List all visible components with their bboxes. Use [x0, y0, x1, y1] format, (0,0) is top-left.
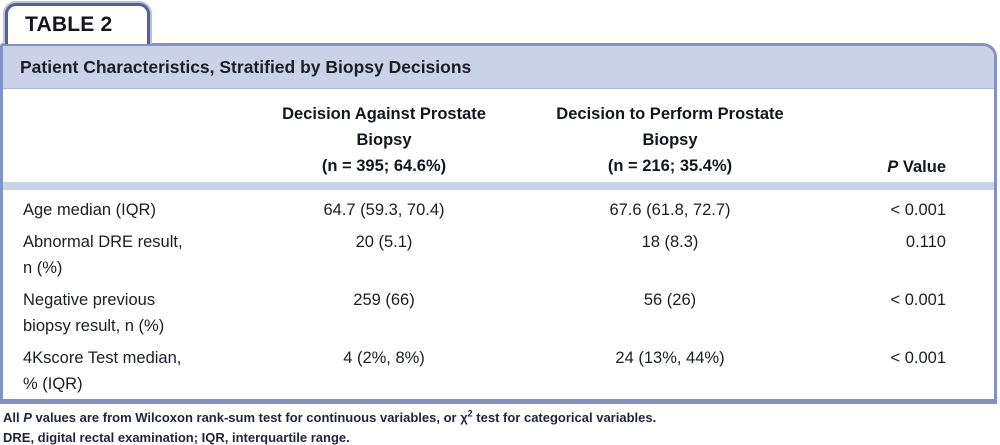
column-header-perform-biopsy: Decision to Perform Prostate Biopsy (n =… — [520, 101, 820, 179]
footnote-abbreviations: DRE, digital rectal examination; IQR, in… — [3, 430, 350, 445]
table-row-4kscore: 4Kscore Test median, % (IQR) 4 (2%, 8%) … — [23, 345, 946, 397]
table-number-label: TABLE 2 — [25, 13, 113, 36]
footnote-statistics: All P values are from Wilcoxon rank-sum … — [3, 408, 656, 428]
column-header-line: Biopsy — [642, 131, 698, 149]
table-tab: TABLE 2 — [3, 1, 152, 44]
table-row-dre: Abnormal DRE result, n (%) 20 (5.1) 18 (… — [23, 229, 946, 281]
footnote-text: values are from Wilcoxon rank-sum test f… — [31, 410, 461, 425]
cell-perform: 56 (26) — [643, 291, 697, 309]
cell-pvalue: < 0.001 — [890, 349, 946, 367]
pvalue-rest: Value — [898, 158, 946, 176]
table-panel: Patient Characteristics, Stratified by B… — [0, 43, 997, 404]
footnote-text: All — [3, 410, 24, 425]
column-header-line: (n = 216; 35.4%) — [607, 157, 733, 175]
chi-symbol: χ — [460, 410, 468, 425]
cell-perform: 67.6 (61.8, 72.7) — [609, 201, 731, 219]
cell-pvalue: 0.110 — [905, 233, 946, 251]
row-label-line: n (%) — [23, 259, 63, 277]
table-title-bar: Patient Characteristics, Stratified by B… — [3, 46, 994, 89]
cell-against: 64.7 (59.3, 70.4) — [323, 201, 445, 219]
header-separator-band — [3, 182, 994, 190]
column-header-line: Decision to Perform Prostate — [556, 105, 784, 123]
footnote-italic-p: P — [23, 410, 32, 425]
cell-against: 259 (66) — [353, 291, 415, 309]
column-header-against-biopsy: Decision Against Prostate Biopsy (n = 39… — [248, 101, 520, 179]
footnotes: All P values are from Wilcoxon rank-sum … — [3, 408, 656, 445]
table-body: Age median (IQR) 64.7 (59.3, 70.4) 67.6 … — [3, 190, 994, 397]
column-header-line: Decision Against Prostate — [282, 105, 486, 123]
cell-against: 20 (5.1) — [355, 233, 413, 251]
table-row-negative-biopsy: Negative previous biopsy result, n (%) 2… — [23, 287, 946, 339]
row-label-line: biopsy result, n (%) — [23, 317, 165, 335]
row-label: 4Kscore Test median, % (IQR) — [23, 345, 248, 397]
cell-against: 4 (2%, 8%) — [343, 349, 425, 367]
cell-perform: 18 (8.3) — [641, 233, 699, 251]
row-label: Negative previous biopsy result, n (%) — [23, 287, 248, 339]
table-row-age: Age median (IQR) 64.7 (59.3, 70.4) 67.6 … — [23, 197, 946, 223]
pvalue-italic-p: P — [887, 158, 899, 176]
row-label-line: Negative previous — [23, 291, 156, 309]
cell-perform: 24 (13%, 44%) — [615, 349, 725, 367]
footnote-text: test for categorical variables. — [472, 410, 657, 425]
column-header-line: Biopsy — [356, 131, 412, 149]
row-label-line: Age median (IQR) — [23, 201, 156, 219]
cell-pvalue: < 0.001 — [890, 201, 946, 219]
chi-exponent: 2 — [467, 408, 473, 419]
column-header-pvalue: P Value — [820, 158, 946, 179]
row-label-line: % (IQR) — [23, 375, 83, 393]
row-label-line: 4Kscore Test median, — [23, 349, 182, 367]
row-label-line: Abnormal DRE result, — [23, 233, 183, 251]
table-title: Patient Characteristics, Stratified by B… — [20, 56, 472, 77]
column-header-line: (n = 395; 64.6%) — [321, 157, 447, 175]
cell-pvalue: < 0.001 — [890, 291, 946, 309]
table-tab-inner: TABLE 2 — [5, 3, 150, 44]
row-label: Abnormal DRE result, n (%) — [23, 229, 248, 281]
table-header-row: Decision Against Prostate Biopsy (n = 39… — [3, 89, 994, 179]
row-label: Age median (IQR) — [23, 197, 248, 223]
